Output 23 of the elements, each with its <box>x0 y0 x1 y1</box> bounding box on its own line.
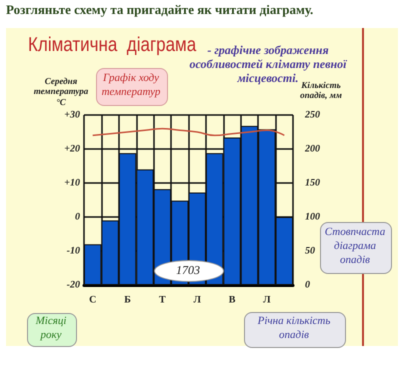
line-series <box>92 128 286 136</box>
x-tick-label: С <box>89 294 96 306</box>
y-tick-label: -10 <box>66 246 80 256</box>
x-tick-label: Л <box>263 294 272 306</box>
y-tick-label: +20 <box>64 144 80 154</box>
y2-axis-title: Кількість опадів, мм <box>300 80 342 100</box>
chart-title: Розгляньте схему та пригадайте як читати діаграму. <box>6 2 314 18</box>
y2-tick-label: 0 <box>305 280 310 290</box>
x-tick-label: Т <box>159 294 166 306</box>
y2-tick-label: 100 <box>305 212 320 222</box>
y2-tick-label: 150 <box>305 178 320 188</box>
x-tick-label: В <box>228 294 236 306</box>
y2-tick-label: 200 <box>304 144 320 154</box>
y-tick-label: +30 <box>64 110 80 120</box>
chart-subtitle: Кліматична діаграма <box>28 34 196 57</box>
y-tick-label: +10 <box>64 178 80 188</box>
y-axis-title: Середня температура °C <box>32 76 90 108</box>
x-tick-label: Б <box>124 294 132 306</box>
y2-tick-label: 50 <box>305 246 315 256</box>
y-tick-label: -20 <box>66 280 80 290</box>
y2-tick-label: 250 <box>304 110 320 120</box>
x-tick-label: Л <box>193 294 202 306</box>
y-tick-label: 0 <box>75 212 80 222</box>
